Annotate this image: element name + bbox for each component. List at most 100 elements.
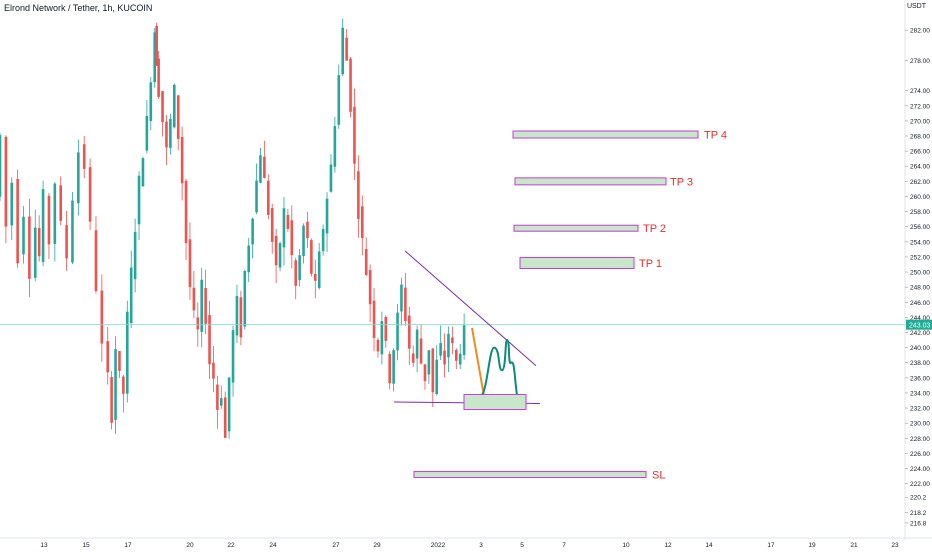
candle-body [125, 311, 129, 394]
price-tick-label: 260.00 [910, 194, 930, 201]
candle-body [129, 267, 133, 324]
price-tick-label: 254.00 [910, 239, 930, 246]
price-tick-label: 274.00 [910, 88, 930, 95]
candle-body [22, 216, 25, 255]
time-tick-label: 15 [82, 542, 90, 549]
candle-body [278, 243, 282, 268]
target-label: TP 2 [643, 223, 666, 235]
time-tick-label: 21 [850, 542, 858, 549]
candle-body [227, 377, 231, 432]
candle-body [415, 329, 419, 359]
target-zone[interactable] [513, 224, 639, 232]
time-tick-label: 12 [664, 542, 672, 549]
candle-body [376, 339, 380, 352]
price-tick-label: 240.00 [910, 345, 930, 352]
candle-body [439, 343, 442, 356]
drawing-layer[interactable] [0, 250, 905, 405]
candle-body [71, 200, 74, 263]
candle-body [353, 106, 356, 164]
candle-body [204, 288, 207, 324]
candle-body [176, 95, 180, 139]
target-zone[interactable] [519, 256, 635, 269]
time-tick-label: 17 [767, 542, 775, 549]
candle-body [155, 25, 158, 66]
candle-body [368, 270, 372, 305]
candle-body [462, 325, 466, 356]
candle-body [364, 249, 368, 275]
candle-body [161, 91, 164, 123]
candle-body [396, 312, 399, 351]
price-tick-label: 226.00 [910, 451, 930, 458]
candle-body [306, 221, 309, 239]
candle-body [270, 208, 274, 242]
candle-body [345, 37, 348, 61]
candle-body [286, 214, 290, 229]
entry-zone[interactable] [463, 393, 527, 411]
candle-body [110, 377, 113, 423]
candle-body [77, 152, 80, 204]
candle-body [216, 384, 219, 411]
candle-body [411, 353, 415, 363]
price-tick-label: 278.00 [910, 58, 930, 65]
candle-body [53, 183, 57, 245]
target-label: TP 1 [639, 258, 662, 270]
candle-body [235, 296, 239, 336]
candle-body [172, 84, 176, 128]
down-arrow-projection[interactable] [471, 327, 485, 397]
candle-body [317, 251, 321, 288]
zones-layer[interactable]: TP 4 TP 3 TP 2 TP 1 SL [413, 130, 727, 482]
candle-body [219, 398, 223, 406]
candle-body [255, 180, 258, 213]
time-tick-label: 19 [808, 542, 816, 549]
candle-body [247, 245, 251, 273]
price-tick-label: 230.00 [910, 421, 930, 428]
candle-body [298, 255, 301, 281]
candle-body [33, 227, 37, 278]
candle-body [454, 349, 458, 361]
candle-body [243, 270, 247, 327]
price-projection-path[interactable] [479, 339, 519, 403]
price-axis[interactable]: 282.00 278.00 274.00 272.00 270.00 268.00 266.… [904, 0, 932, 540]
candle-body [114, 349, 117, 420]
candle-body [290, 220, 294, 256]
time-tick-label: 3 [479, 542, 483, 549]
upper-trendline[interactable] [404, 250, 537, 367]
stop-loss-zone[interactable] [413, 471, 647, 479]
candle-body [212, 362, 215, 379]
candle-body [169, 118, 172, 148]
stop-loss-label: SL [652, 470, 665, 482]
candle-body [423, 364, 427, 382]
candle-body [266, 180, 270, 215]
candle-body [133, 231, 137, 280]
price-tick-label: 252.00 [910, 254, 930, 261]
candle-body [231, 330, 235, 383]
target-zone[interactable] [514, 177, 667, 186]
candle-body [165, 121, 168, 148]
time-tick-label: 5 [520, 542, 524, 549]
time-axis[interactable]: 13 15 17 20 22 24 27 29 2022 3 5 7 10 12 14 17 19 21 23 [0, 537, 932, 549]
candle-body [282, 208, 286, 248]
candle-body [4, 136, 8, 227]
price-tick-label: 222.00 [910, 481, 930, 488]
candle-body [100, 290, 104, 344]
time-tick-label: 22 [227, 542, 235, 549]
target-label: TP 3 [670, 176, 693, 188]
candle-body [153, 32, 157, 83]
current-price-value: 243.03 [909, 323, 931, 330]
price-tick-label: 238.00 [910, 360, 930, 367]
candle-body [337, 75, 341, 125]
price-tick-label: 218.2 [910, 510, 927, 517]
candle-body [404, 287, 407, 322]
target-zone[interactable] [512, 130, 699, 139]
candle-body [384, 316, 388, 341]
price-tick-label: 272.00 [910, 103, 930, 110]
candle-body [360, 206, 364, 239]
time-tick-label: 20 [186, 542, 194, 549]
candle-body [0, 135, 2, 197]
price-tick-label: 224.00 [910, 466, 930, 473]
candle-body [118, 351, 121, 371]
candle-body [59, 185, 63, 221]
candle-body [447, 333, 450, 358]
